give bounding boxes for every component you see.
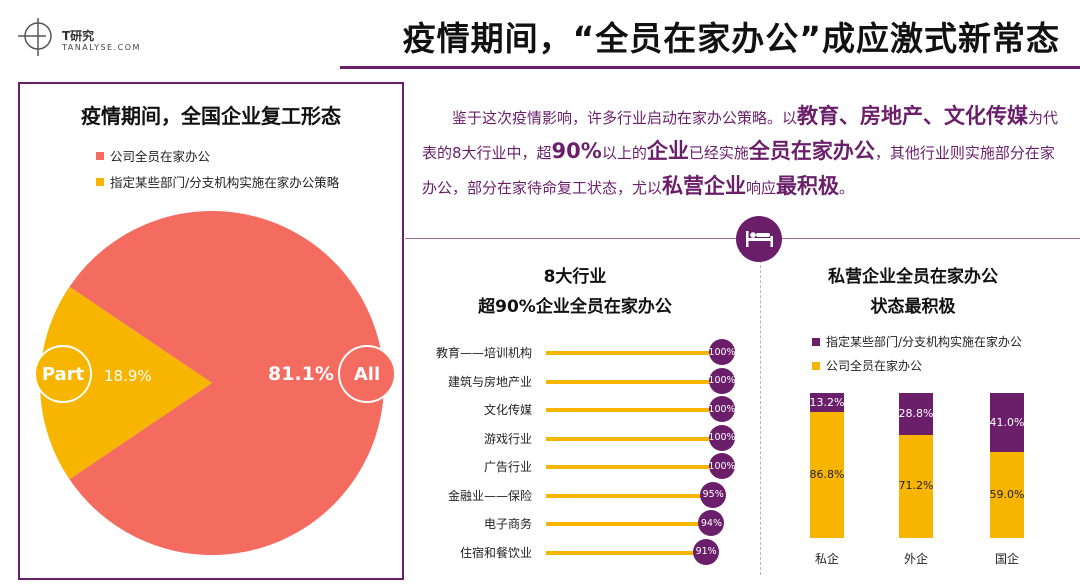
intro-text: 已经实施 (688, 144, 749, 162)
intro-highlight: 全员在家办公 (748, 139, 875, 163)
industry-label: 住宿和餐饮业 (459, 545, 532, 560)
industry-label: 电子商务 (483, 517, 532, 531)
industry-value-label: 100% (708, 396, 736, 422)
industry-bar (546, 408, 722, 412)
legend-swatch (96, 177, 104, 186)
intro-text: 响应 (746, 179, 777, 197)
stacked-value-label: 13.2% (809, 395, 845, 409)
t-research-logo-icon (18, 18, 52, 56)
industry-label: 文化传媒 (483, 403, 532, 417)
industry-bar (546, 351, 722, 355)
intro-highlight: 私营企业 (662, 174, 747, 198)
stacked-legend-item: 公司全员在家办公 (812, 357, 922, 374)
stacked-segment-all (810, 412, 844, 538)
header-divider (340, 66, 1080, 69)
industry-bar (546, 493, 714, 498)
legend-swatch (812, 337, 820, 346)
pie-slice-part (39, 286, 212, 480)
pie-title: 疫情期间，全国企业复工形态 (81, 104, 341, 128)
industry-label: 广告行业 (483, 460, 532, 474)
stacked-segment-partial (990, 393, 1024, 453)
badge-part: Part (34, 345, 92, 403)
stacked-category-label: 外企 (903, 552, 928, 566)
industry-label: 金融业——保险 (447, 488, 532, 503)
industry-chart-title-2: 超90%企业全员在家办公 (478, 297, 672, 317)
industry-value-label: 94% (698, 510, 725, 536)
industry-value-label: 100% (708, 453, 736, 479)
intro-highlight: 最积极 (776, 174, 840, 198)
pie-legend-label: 指定某些部门/分支机构实施在家办公策略 (110, 175, 340, 190)
industry-bar (546, 522, 712, 526)
stacked-chart-title-2: 状态最积极 (870, 297, 956, 317)
badge-all: All (338, 345, 396, 403)
industry-bar (546, 379, 722, 384)
stacked-segment-partial (899, 393, 933, 435)
vertical-divider (760, 250, 761, 575)
industry-value-label: 100% (708, 339, 736, 365)
badge-part-label: Part (41, 363, 85, 385)
stacked-legend-label: 指定某些部门/分支机构实施在家办公 (826, 335, 1023, 349)
intro-text: 。 (839, 179, 855, 197)
industry-value-label: 100% (708, 367, 736, 394)
stacked-category-label: 国企 (994, 552, 1019, 566)
stacked-value-label: 41.0% (989, 415, 1025, 429)
industry-bar (546, 550, 707, 555)
industry-label: 建筑与房地产业 (447, 374, 532, 389)
pie-value-all: 81.1% (268, 363, 334, 385)
stacked-value-label: 28.8% (898, 406, 934, 420)
pie-legend-item: 公司全员在家办公 (96, 146, 210, 165)
stacked-value-label: 71.2% (898, 479, 934, 493)
pie-legend-label: 公司全员在家办公 (110, 149, 211, 164)
stacked-legend-label: 公司全员在家办公 (826, 359, 923, 373)
intro-text: ，其他行业则实施部分在家办公，部分在家待命复工状态，尤以 (422, 144, 1055, 197)
intro-paragraph: 鉴于这次疫情影响，许多行业启动在家办公策略。以教育、房地产、文化传媒为代表的8大… (422, 100, 1062, 205)
stacked-value-label: 59.0% (989, 488, 1025, 502)
intro-highlight: 教育、房地产、文化传媒 (797, 104, 1029, 128)
stacked-segment-partial (810, 393, 844, 413)
industry-bar (546, 436, 722, 441)
intro-highlight: 企业 (646, 139, 689, 163)
intro-text: 鉴于这次疫情影响，许多行业启动在家办公策略。以 (452, 109, 798, 127)
industry-label: 教育——培训机构 (435, 346, 532, 360)
intro-text: 为代表的8大行业中，超 (422, 109, 1059, 162)
stacked-value-label: 86.8% (809, 468, 845, 482)
badge-all-label: All (353, 363, 381, 385)
industry-value-label: 100% (708, 424, 736, 451)
stacked-chart-title-1: 私营企业全员在家办公 (828, 267, 998, 287)
logo-name: T研究 (62, 29, 95, 43)
bed-icon (736, 216, 782, 262)
industry-bar (546, 465, 722, 469)
stacked-category-label: 私企 (814, 552, 839, 566)
logo-subtitle: TANALYSE.COM (62, 43, 141, 52)
legend-swatch (96, 151, 104, 160)
stacked-segment-all (899, 434, 933, 538)
intro-text: 以上的 (601, 144, 647, 162)
industry-chart-title-1: 8大行业 (543, 267, 607, 287)
industry-value-label: 91% (693, 538, 720, 565)
industry-value-label: 95% (700, 481, 727, 508)
stacked-segment-all (990, 452, 1024, 538)
industry-label: 游戏行业 (483, 431, 532, 446)
pie-value-part: 18.9% (104, 367, 152, 385)
page-title: 疫情期间，“全员在家办公”成应激式新常态 (402, 19, 1060, 58)
pie-legend-item: 指定某些部门/分支机构实施在家办公策略 (96, 172, 339, 191)
pie-chart (39, 211, 384, 556)
pie-slice-all (69, 211, 384, 556)
stacked-legend-item: 指定某些部门/分支机构实施在家办公 (812, 333, 1022, 350)
intro-highlight: 90% (551, 139, 602, 163)
legend-swatch (812, 361, 820, 370)
